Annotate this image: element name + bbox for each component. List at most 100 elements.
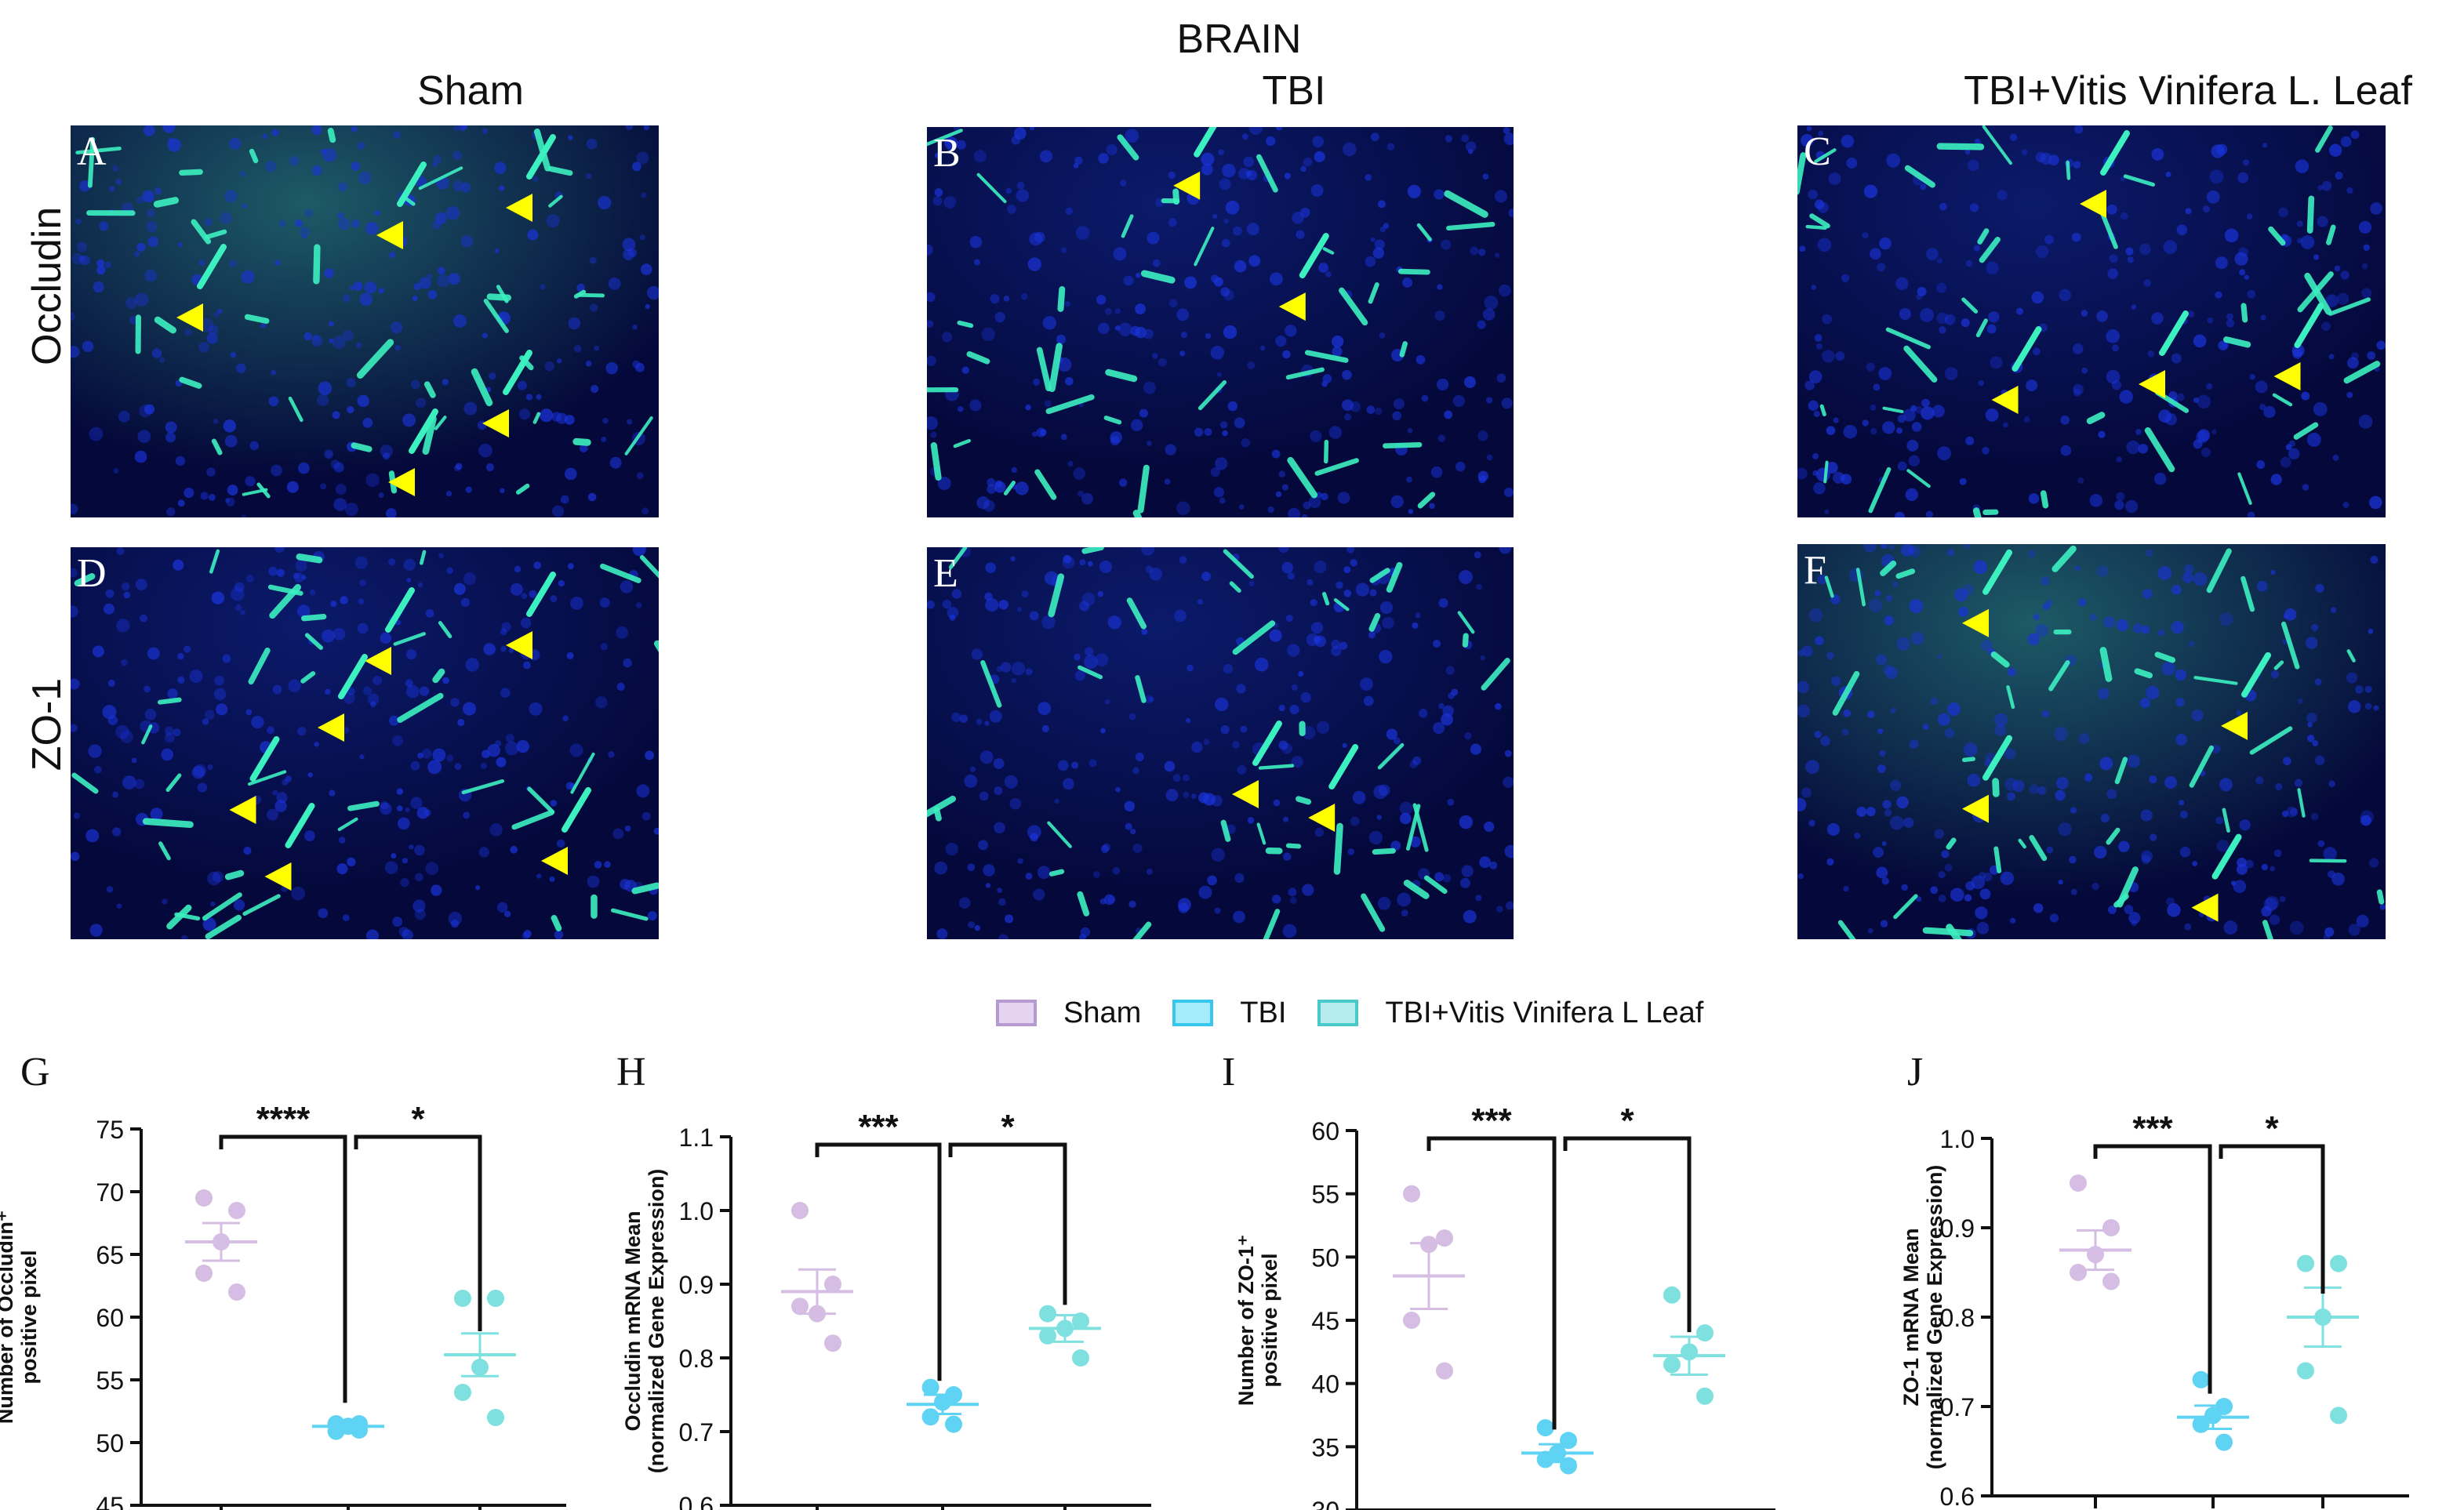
y-tick-label: 60 — [96, 1304, 124, 1332]
group-tbi — [1521, 1419, 1594, 1475]
chart-svg: H 0.6 0.7 0.8 0.9 1.0 1.1 Occludin mRNA Mean(no… — [616, 1050, 1151, 1510]
y-tick-label: 45 — [1311, 1307, 1339, 1335]
y-tick-label: 75 — [96, 1116, 124, 1144]
y-tick-label: 0.8 — [1940, 1304, 1975, 1332]
data-point — [1436, 1362, 1453, 1380]
data-point — [2102, 1219, 2120, 1236]
legend-swatch-treatment — [1317, 1000, 1359, 1026]
micrograph-image — [1797, 544, 2386, 939]
arrowhead-marker — [2273, 362, 2301, 390]
chart-i: I 30 35 40 45 50 55 60 Number of ZO-1⁺positive p… — [1208, 1043, 1835, 1510]
data-point — [791, 1202, 809, 1219]
arrowhead-marker — [482, 409, 509, 437]
arrowhead-marker — [264, 862, 292, 891]
chart-panel-letter: H — [616, 1050, 646, 1094]
y-axis-label: Number of ZO-1⁺positive pixel — [1234, 1235, 1281, 1406]
micrograph-image — [927, 127, 1514, 517]
data-point — [1039, 1305, 1056, 1323]
arrowhead-marker — [376, 221, 403, 249]
data-point — [2102, 1272, 2120, 1290]
data-point — [1072, 1312, 1089, 1330]
y-tick-label: 70 — [96, 1178, 124, 1207]
column-label-sham: Sham — [417, 68, 524, 114]
y-tick-label: 35 — [1311, 1433, 1339, 1461]
data-point — [1039, 1327, 1056, 1345]
significance-label: * — [1001, 1108, 1015, 1146]
column-label-treatment: TBI+Vitis Vinifera L. Leaf — [1964, 68, 2412, 114]
panel-letter: A — [77, 129, 107, 174]
data-point — [1403, 1185, 1420, 1203]
y-tick-label: 65 — [96, 1241, 124, 1269]
significance-bracket: *** — [815, 1108, 942, 1381]
group-treatment — [1029, 1305, 1101, 1367]
data-point — [228, 1202, 245, 1219]
legend-swatch-tbi — [1172, 1000, 1214, 1026]
data-point — [945, 1415, 962, 1433]
y-tick-label: 45 — [96, 1492, 124, 1510]
micrograph-panel-b: B — [927, 127, 1514, 517]
data-point — [487, 1290, 504, 1307]
y-tick-label: 0.7 — [1940, 1393, 1975, 1421]
arrowhead-marker — [506, 194, 532, 222]
chart-svg: G 45 50 55 60 65 70 75 Number of Occludin⁺positi… — [0, 1050, 566, 1510]
data-point — [2215, 1433, 2233, 1451]
data-point — [1536, 1419, 1554, 1437]
data-point — [351, 1421, 368, 1439]
arrowhead-marker — [318, 713, 344, 742]
arrowhead-marker — [506, 631, 532, 659]
y-tick-label: 0.6 — [679, 1492, 714, 1510]
chart-g: G 45 50 55 60 65 70 75 Number of Occludin⁺positi… — [0, 1043, 612, 1510]
data-point — [1403, 1312, 1420, 1329]
micrograph-image — [71, 125, 659, 517]
group-sham — [185, 1189, 257, 1301]
arrowhead-marker — [1962, 608, 1989, 637]
y-tick-label: 50 — [96, 1429, 124, 1457]
y-tick-label: 50 — [1311, 1243, 1339, 1272]
y-axis-label: Occludin mRNA Mean(normalized Gene Expre… — [621, 1169, 668, 1474]
legend-item-treatment: TBI+Vitis Vinifera L Leaf — [1317, 996, 1703, 1030]
y-tick-label: 60 — [1311, 1117, 1339, 1145]
data-point — [2192, 1370, 2210, 1388]
data-point — [1696, 1324, 1714, 1342]
group-tbi — [907, 1378, 979, 1433]
significance-bracket: *** — [2093, 1109, 2212, 1394]
micrograph-panel-e: E — [927, 547, 1514, 939]
data-point — [824, 1334, 841, 1352]
y-tick-label: 40 — [1311, 1370, 1339, 1399]
y-tick-label: 0.7 — [679, 1418, 714, 1446]
data-point — [2297, 1254, 2314, 1272]
figure-title: BRAIN — [1176, 16, 1302, 62]
chart-panel-letter: J — [1907, 1050, 1923, 1094]
data-point — [1663, 1356, 1681, 1374]
data-point — [921, 1378, 939, 1396]
y-tick-label: 55 — [1311, 1181, 1339, 1209]
group-sham — [1393, 1185, 1465, 1380]
arrowhead-marker — [1962, 794, 1989, 823]
y-tick-label: 0.9 — [1940, 1214, 1975, 1243]
group-treatment — [2287, 1254, 2359, 1425]
data-point — [791, 1298, 809, 1316]
significance-label: **** — [256, 1100, 311, 1138]
significance-bracket: *** — [1426, 1102, 1557, 1430]
arrowhead-marker — [1308, 804, 1336, 832]
data-point — [195, 1189, 213, 1207]
y-tick-label: 0.9 — [679, 1271, 714, 1299]
arrowhead-marker — [176, 303, 203, 332]
panel-letter: F — [1804, 548, 1826, 593]
data-point — [1536, 1450, 1554, 1468]
data-point — [2297, 1362, 2314, 1380]
data-point — [454, 1290, 471, 1307]
chart-panel-letter: G — [20, 1050, 50, 1094]
group-tbi — [2177, 1370, 2249, 1451]
data-point — [2070, 1174, 2087, 1192]
group-sham — [2059, 1174, 2131, 1290]
micrograph-panel-c: C — [1797, 125, 2386, 517]
micrograph-panel-d: D — [71, 547, 659, 939]
data-point — [2330, 1254, 2347, 1272]
data-point — [2330, 1407, 2347, 1425]
data-point — [195, 1265, 213, 1282]
arrowhead-marker — [2191, 893, 2219, 922]
chart-j: J 0.6 0.7 0.8 0.9 1.0 ZO-1 mRNA Mean(normalize… — [1882, 1043, 2464, 1510]
legend-item-tbi: TBI — [1172, 996, 1286, 1030]
row-label-occludin: Occludin — [24, 206, 70, 365]
